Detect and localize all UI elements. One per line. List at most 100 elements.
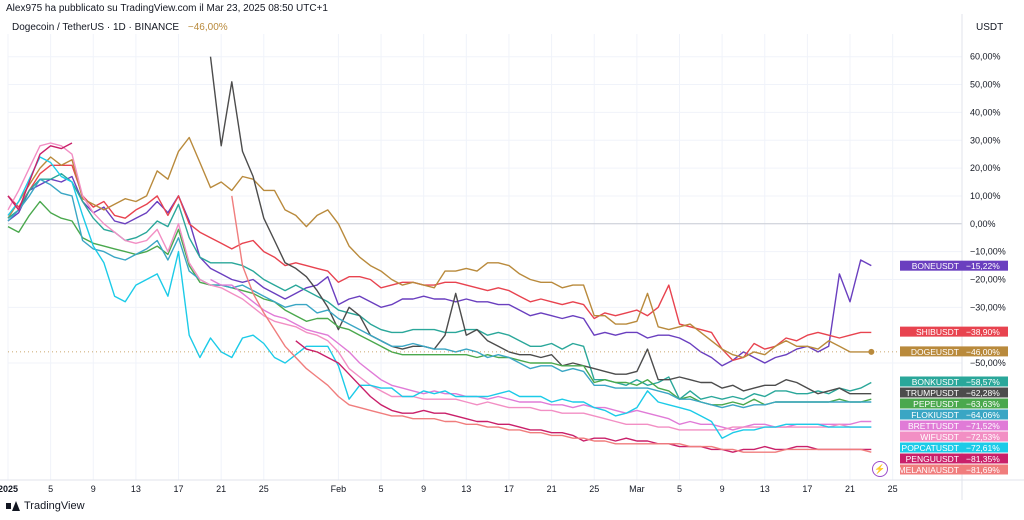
x-tick-label: 17 <box>174 484 184 494</box>
x-tick-label: 9 <box>91 484 96 494</box>
x-tick-label: 9 <box>421 484 426 494</box>
footer-brand: TradingView <box>6 500 85 512</box>
series-name-flokiusdt: FLOKIUSDT <box>911 410 959 420</box>
series-name-dogeusdt: DOGEUSDT <box>911 347 959 357</box>
doge-last-marker <box>868 348 875 355</box>
y-tick-label: −30,00% <box>970 302 1006 312</box>
symbol-title: Dogecoin / TetherUS · 1D · BINANCE −46,0… <box>12 22 228 33</box>
y-tick-label: 30,00% <box>970 135 1001 145</box>
series-name-melaniausdt: MELANIAUSDT <box>899 465 959 475</box>
x-tick-label: 21 <box>547 484 557 494</box>
series-value-tag-penguusdt <box>962 453 1008 464</box>
x-tick-label: 17 <box>504 484 514 494</box>
series-line-wifusdt <box>7 142 872 431</box>
series-line-flokiusdt <box>7 178 872 409</box>
currency-label: USDT <box>976 22 1004 33</box>
y-tick-label: −50,00% <box>970 358 1006 368</box>
x-tick-label: 5 <box>677 484 682 494</box>
y-tick-label: 10,00% <box>970 191 1001 201</box>
x-tick-label: 13 <box>131 484 141 494</box>
series-value-tag-shibusdt <box>962 326 1008 337</box>
series-name-popcatusdt: POPCATUSDT <box>902 443 959 453</box>
symbol-name: Dogecoin / TetherUS · 1D · BINANCE <box>12 22 180 33</box>
x-tick-label: 25 <box>888 484 898 494</box>
series-value-tag-popcatusdt <box>962 442 1008 453</box>
series-name-tag-bonkusdt <box>900 376 962 387</box>
y-tick-label: 0,00% <box>970 219 996 229</box>
series-line-boneusdt <box>7 175 872 367</box>
series-value-tag-pepeusdt <box>962 398 1008 409</box>
series-name-tag-penguusdt <box>900 453 962 464</box>
y-tick-label: −10,00% <box>970 247 1006 257</box>
series-name-penguusdt: PENGUUSDT <box>906 454 959 464</box>
series-name-boneusdt: BONEUSDT <box>912 261 959 271</box>
series-value-tag-dogeusdt <box>962 346 1008 357</box>
lightning-icon[interactable]: ⚡ <box>872 461 888 477</box>
series-name-tag-flokiusdt <box>900 409 962 420</box>
series-value-tag-wifusdt <box>962 431 1008 442</box>
series-value-penguusdt: −81,35% <box>966 454 1000 464</box>
series-line-penguusdt <box>7 142 872 453</box>
series-name-tag-pepeusdt <box>900 398 962 409</box>
series-name-tag-wifusdt <box>900 431 962 442</box>
symbol-change: −46,00% <box>187 22 228 33</box>
series-name-tag-popcatusdt <box>900 442 962 453</box>
series-line-pepeusdt <box>7 200 872 406</box>
x-tick-label: 5 <box>48 484 53 494</box>
series-value-melaniausdt: −81,69% <box>966 465 1000 475</box>
x-tick-label: 13 <box>760 484 770 494</box>
series-value-popcatusdt: −72,61% <box>966 443 1000 453</box>
series-value-brettusdt: −71,52% <box>966 421 1000 431</box>
x-tick-label: 25 <box>589 484 599 494</box>
x-tick-label: 5 <box>379 484 384 494</box>
series-value-tag-brettusdt <box>962 420 1008 431</box>
y-tick-label: −20,00% <box>970 274 1006 284</box>
series-name-tag-dogeusdt <box>900 346 962 357</box>
series-value-trumpusdt: −62,28% <box>966 388 1000 398</box>
y-tick-label: 40,00% <box>970 107 1001 117</box>
x-tick-label: 21 <box>216 484 226 494</box>
series-name-tag-shibusdt <box>900 326 962 337</box>
series-value-flokiusdt: −64,06% <box>966 410 1000 420</box>
series-name-shibusdt: SHIBUSDT <box>916 327 959 337</box>
y-tick-label: 50,00% <box>970 80 1001 90</box>
series-value-shibusdt: −38,90% <box>966 327 1000 337</box>
series-name-brettusdt: BRETTUSDT <box>908 421 959 431</box>
brand-name: TradingView <box>24 500 85 512</box>
published-note: Alex975 ha pubblicato su TradingView.com… <box>6 3 328 14</box>
x-tick-label: Mar <box>629 484 645 494</box>
series-name-wifusdt: WIFUSDT <box>920 432 959 442</box>
series-name-tag-trumpusdt <box>900 387 962 398</box>
x-tick-label: 17 <box>802 484 812 494</box>
series-value-tag-trumpusdt <box>962 387 1008 398</box>
tradingview-logo-icon <box>6 501 20 511</box>
series-name-tag-brettusdt <box>900 420 962 431</box>
series-line-melaniausdt <box>231 195 872 453</box>
series-name-trumpusdt: TRUMPUSDT <box>906 388 959 398</box>
series-value-bonkusdt: −58,57% <box>966 377 1000 387</box>
series-value-tag-boneusdt <box>962 260 1008 271</box>
x-tick-label: 9 <box>720 484 725 494</box>
series-value-wifusdt: −72,53% <box>966 432 1000 442</box>
series-name-tag-boneusdt <box>900 260 962 271</box>
series-line-trumpusdt <box>209 56 872 395</box>
x-tick-label: 25 <box>259 484 269 494</box>
y-tick-label: 60,00% <box>970 52 1001 62</box>
series-value-tag-bonkusdt <box>962 376 1008 387</box>
series-value-pepeusdt: −63,63% <box>966 399 1000 409</box>
series-line-bonkusdt <box>7 173 872 400</box>
series-line-brettusdt <box>210 278 872 431</box>
series-name-tag-melaniausdt <box>900 464 962 475</box>
y-tick-label: 20,00% <box>970 163 1001 173</box>
series-line-shibusdt <box>7 164 872 361</box>
x-tick-label: 21 <box>845 484 855 494</box>
series-value-dogeusdt: −46,00% <box>966 347 1000 357</box>
series-name-pepeusdt: PEPEUSDT <box>913 399 959 409</box>
x-tick-label: 2025 <box>0 484 18 494</box>
series-name-bonkusdt: BONKUSDT <box>912 377 959 387</box>
x-tick-label: Feb <box>331 484 347 494</box>
series-line-popcatusdt <box>7 156 872 439</box>
series-value-tag-flokiusdt <box>962 409 1008 420</box>
x-tick-label: 13 <box>461 484 471 494</box>
